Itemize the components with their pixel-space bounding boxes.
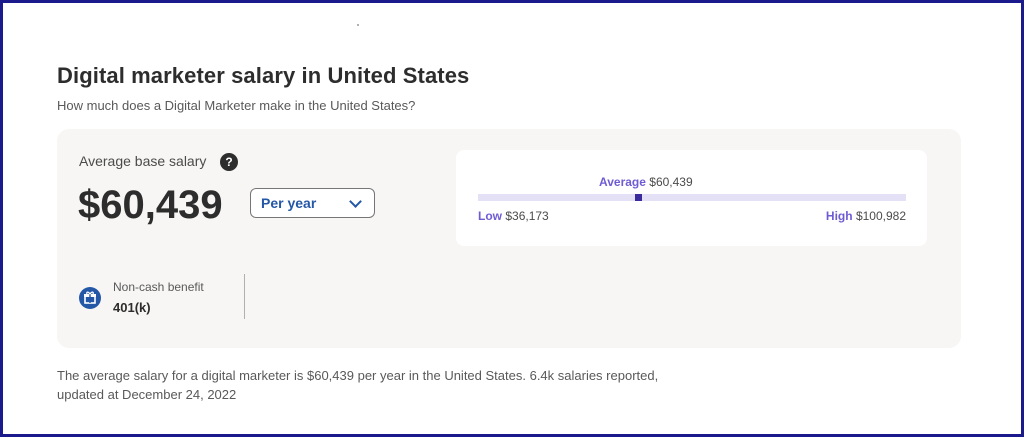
chevron-down-icon	[349, 195, 362, 208]
footnote-line-1: The average salary for a digital markete…	[57, 368, 659, 383]
pay-period-value: Per year	[261, 195, 317, 211]
benefit-divider	[244, 274, 245, 319]
pay-period-select[interactable]: Per year	[250, 188, 375, 218]
salary-card: Average base salary ? $60,439 Per year A…	[57, 129, 961, 348]
average-salary-label: Average base salary	[79, 153, 207, 169]
page-subtitle: How much does a Digital Marketer make in…	[57, 98, 416, 113]
decorative-dot	[357, 24, 359, 26]
range-average-label: Average $60,439	[599, 175, 693, 189]
footnote-line-2: updated at December 24, 2022	[57, 387, 237, 402]
page-title: Digital marketer salary in United States	[57, 63, 470, 88]
range-average-title: Average	[599, 175, 646, 189]
salary-range-track	[478, 194, 906, 201]
range-low-value: $36,173	[505, 209, 549, 223]
range-high-value: $100,982	[855, 209, 906, 223]
benefit-value: 401(k)	[113, 300, 151, 315]
benefit-label: Non-cash benefit	[113, 280, 204, 294]
range-average-value: $60,439	[649, 175, 693, 189]
salary-range-panel: Average $60,439 Low $36,173 High $100,98…	[456, 150, 927, 246]
range-high-label: High $100,982	[826, 209, 906, 223]
range-high-title: High	[825, 209, 853, 223]
range-low-title: Low	[478, 209, 502, 223]
salary-footnote: The average salary for a digital markete…	[57, 366, 717, 404]
average-marker	[634, 194, 642, 201]
average-salary-amount: $60,439	[78, 183, 223, 227]
range-low-label: Low $36,173	[478, 209, 549, 223]
question-icon[interactable]: ?	[220, 153, 238, 171]
gift-icon	[79, 287, 101, 309]
